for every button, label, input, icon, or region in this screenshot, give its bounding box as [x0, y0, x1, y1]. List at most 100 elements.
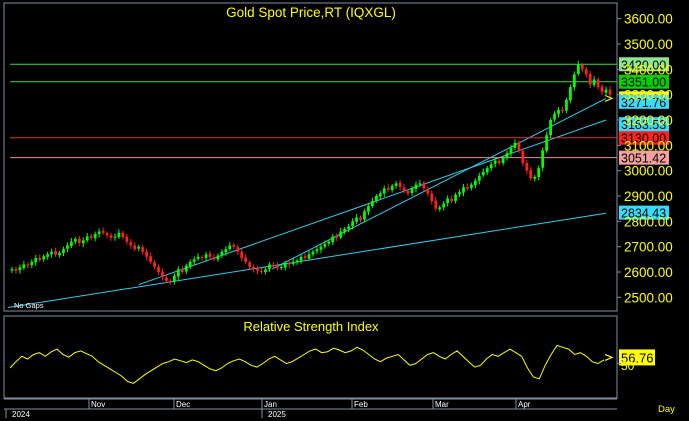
value-marker-label: 2834.43 — [621, 207, 666, 221]
candle-body — [513, 142, 517, 148]
candle-body — [121, 232, 125, 238]
candle-body — [113, 236, 117, 238]
chart-title: Gold Spot Price,RT (IQXGL) — [226, 5, 396, 20]
candle-body — [386, 187, 390, 190]
candle-body — [85, 236, 89, 241]
candle-body — [533, 177, 537, 179]
candle-body — [260, 271, 263, 273]
y-tick-label: 3400.00 — [624, 62, 673, 77]
candle-body — [14, 268, 18, 271]
candle-body — [529, 170, 533, 179]
candle-body — [537, 168, 541, 177]
candle-body — [228, 245, 232, 250]
candle-body — [339, 231, 343, 238]
candle-body — [133, 245, 137, 250]
level-label-box — [619, 74, 669, 89]
y-tick-label: 2600.00 — [624, 265, 673, 280]
candle-body — [196, 256, 200, 259]
candle-body — [93, 234, 97, 239]
candle-body — [438, 207, 442, 210]
level-label: 3420.00 — [621, 58, 666, 72]
candle-body — [188, 261, 192, 267]
candle-body — [426, 188, 430, 194]
month-label: Mar — [435, 400, 449, 409]
y-tick-label: 3200.00 — [624, 113, 673, 128]
value-marker-label: 3183.53 — [621, 118, 666, 132]
value-marker-box — [619, 94, 669, 109]
candle-body — [279, 266, 283, 268]
candle-body — [406, 190, 410, 194]
candle-body — [117, 232, 121, 238]
candle-body — [192, 259, 196, 262]
y-tick-label: 2900.00 — [624, 189, 673, 204]
candle-body — [489, 164, 493, 169]
candle-body — [73, 239, 77, 242]
candle-body — [335, 236, 339, 238]
candle-body — [256, 268, 259, 271]
candle-body — [576, 64, 580, 74]
rsi-value-label: 56.76 — [621, 350, 654, 365]
level-label-box — [619, 130, 669, 145]
candle-body — [204, 254, 208, 259]
candle-body — [497, 161, 501, 164]
y-tick-label: 3300.00 — [624, 88, 673, 103]
candle-body — [545, 135, 549, 151]
candle-body — [481, 171, 485, 176]
candle-body — [97, 231, 101, 234]
candle-body — [367, 206, 370, 212]
candle-body — [299, 256, 303, 261]
y-tick-label: 2700.00 — [624, 240, 673, 255]
candle-body — [473, 180, 477, 186]
candle-body — [220, 251, 224, 256]
rsi-panel[interactable] — [3, 315, 618, 399]
candle-body — [77, 238, 81, 243]
candle-body — [141, 247, 145, 252]
candle-body — [176, 269, 180, 277]
candle-body — [70, 241, 73, 246]
candle-body — [50, 251, 53, 255]
candle-body — [584, 69, 588, 75]
candle-body — [509, 147, 513, 154]
candle-body — [165, 277, 168, 281]
candle-body — [394, 183, 398, 186]
candle-body — [557, 109, 560, 115]
candle-body — [572, 74, 576, 88]
candle-body — [200, 257, 204, 259]
candle-body — [153, 262, 156, 267]
candle-body — [10, 268, 14, 271]
candle-body — [252, 266, 255, 270]
year-label: 2024 — [12, 410, 30, 419]
candle-body — [268, 264, 271, 269]
candle-body — [359, 217, 362, 221]
candle-body — [38, 258, 42, 260]
candle-body — [180, 269, 184, 272]
candle-body — [105, 233, 109, 236]
candle-body — [109, 235, 113, 238]
candle-body — [604, 89, 608, 93]
candle-body — [402, 187, 406, 191]
price-panel[interactable] — [3, 2, 618, 312]
candle-body — [149, 256, 152, 262]
candle-body — [46, 254, 50, 257]
candle-body — [450, 199, 453, 202]
rsi-line — [9, 344, 605, 384]
rsi-value-box — [619, 349, 655, 366]
candle-body — [371, 201, 374, 207]
x-unit-label: Day — [658, 404, 675, 415]
candle-body — [525, 163, 529, 171]
candle-body — [521, 150, 525, 164]
candle-body — [331, 236, 335, 243]
candle-body — [462, 187, 465, 193]
candle-body — [240, 251, 244, 259]
candle-body — [517, 142, 521, 151]
candle-body — [315, 249, 319, 252]
candle-body — [600, 86, 604, 93]
candle-body — [454, 194, 457, 202]
candle-body — [501, 158, 505, 164]
candle-body — [125, 236, 129, 242]
level-label: 3130.00 — [621, 132, 666, 146]
candle-body — [172, 275, 176, 282]
candle-body — [355, 217, 358, 222]
candle-body — [466, 187, 469, 189]
